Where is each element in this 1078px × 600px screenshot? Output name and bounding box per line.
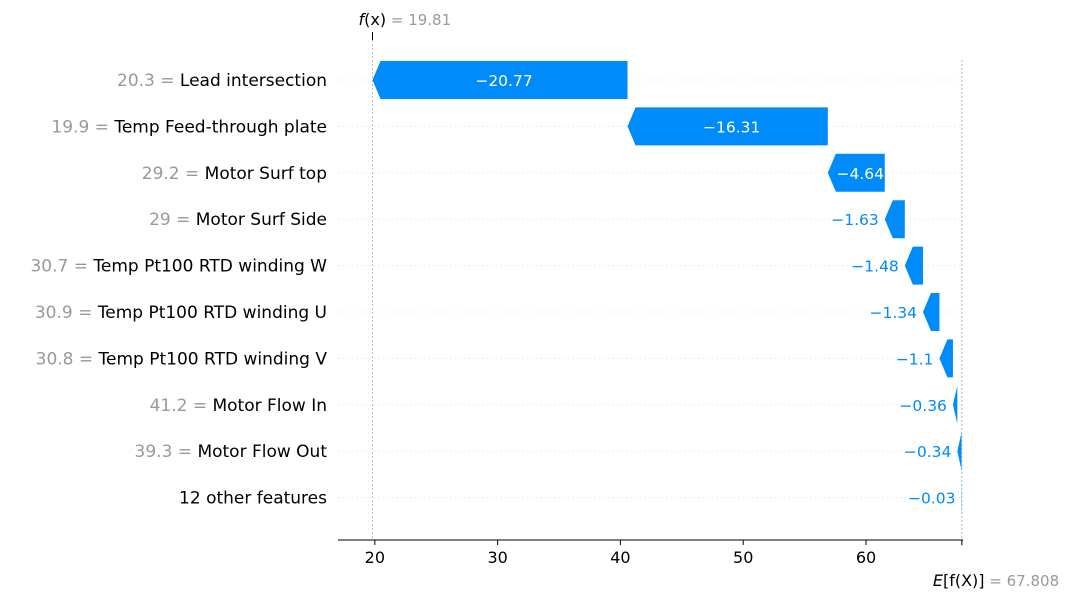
fx-symbol: f [359, 10, 367, 29]
feature-name: 12 other features [179, 489, 327, 509]
bars: −20.77 −16.31 −4.64 −1.63 −1.48 −1.34 −1.1 −0.3… [372, 61, 962, 517]
x-tick-label: 20 [365, 548, 385, 567]
base-value-annotation: E[f(X)] = 67.808 [933, 571, 1059, 590]
feature-name: Temp Pt100 RTD winding U [97, 303, 327, 323]
feature-label: 39.3 = Motor Flow Out [135, 442, 328, 462]
x-tick-label: 40 [610, 548, 630, 567]
x-tick-label: 50 [733, 548, 753, 567]
fx-symbol-args: (x) [364, 10, 386, 29]
feature-name: Motor Flow In [212, 396, 327, 416]
feature-labels: 20.3 = Lead intersection 19.9 = Temp Feed… [30, 71, 327, 509]
feature-value: 30.8 = [36, 349, 99, 369]
waterfall-bar [922, 293, 940, 331]
feature-name: Temp Pt100 RTD winding V [98, 349, 328, 369]
bar-value-label: −4.64 [837, 165, 885, 183]
x-tick-label: 60 [856, 548, 876, 567]
feature-label: 20.3 = Lead intersection [117, 71, 327, 91]
feature-name: Lead intersection [180, 71, 327, 91]
feature-name: Motor Surf top [205, 164, 327, 184]
waterfall-bar [627, 107, 828, 146]
waterfall-bar [884, 200, 905, 239]
feature-label: 19.9 = Temp Feed-through plate [51, 117, 327, 137]
feature-value: 30.7 = [30, 257, 93, 277]
bar-value-label: −1.48 [851, 258, 899, 276]
bar-value-label: −0.36 [899, 397, 947, 415]
bar-value-label: −16.31 [703, 118, 760, 136]
waterfall-bar [372, 61, 628, 99]
bar-value-label: −1.63 [831, 211, 879, 229]
feature-value: 41.2 = [150, 396, 213, 416]
feature-value: 30.9 = [35, 303, 98, 323]
feature-value: 29.2 = [142, 164, 205, 184]
feature-value: 19.9 = [51, 117, 114, 137]
base-symbol: E [933, 571, 944, 590]
feature-value: 29 = [149, 210, 196, 230]
feature-value: 20.3 = [117, 71, 180, 91]
feature-name: Motor Flow Out [197, 442, 327, 462]
feature-label: 30.7 = Temp Pt100 RTD winding W [30, 257, 327, 277]
bar-value-label: −0.03 [908, 490, 956, 508]
waterfall-bar [939, 339, 953, 378]
feature-name: Temp Pt100 RTD winding W [92, 257, 327, 277]
feature-label: 41.2 = Motor Flow In [150, 396, 327, 416]
feature-label: 30.9 = Temp Pt100 RTD winding U [35, 303, 327, 323]
feature-label: 29.2 = Motor Surf top [142, 164, 327, 184]
waterfall-bar [904, 246, 923, 285]
waterfall-bar [827, 153, 885, 192]
bar-value-label: −0.34 [904, 443, 952, 461]
bar-value-label: −1.1 [896, 350, 934, 368]
x-tick-label: 30 [487, 548, 507, 567]
base-value: = 67.808 [985, 572, 1060, 590]
feature-label: 30.8 = Temp Pt100 RTD winding V [36, 349, 328, 369]
bar-value-label: −1.34 [869, 304, 917, 322]
feature-label: 12 other features [179, 489, 327, 509]
fx-annotation: f(x) = 19.81 [359, 10, 452, 29]
waterfall-bar [952, 385, 958, 424]
fx-value: = 19.81 [386, 11, 451, 29]
x-axis: 20 30 40 50 60 [338, 539, 963, 567]
feature-name: Motor Surf Side [196, 210, 327, 230]
feature-label: 29 = Motor Surf Side [149, 210, 327, 230]
bar-value-label: −20.77 [475, 72, 532, 90]
base-symbol-args: [f(X)] [943, 571, 985, 590]
annotations: f(x) = 19.81 E[f(X)] = 67.808 [359, 10, 1060, 590]
waterfall-bar [957, 432, 962, 471]
feature-name: Temp Feed-through plate [113, 117, 327, 137]
feature-value: 39.3 = [135, 442, 198, 462]
